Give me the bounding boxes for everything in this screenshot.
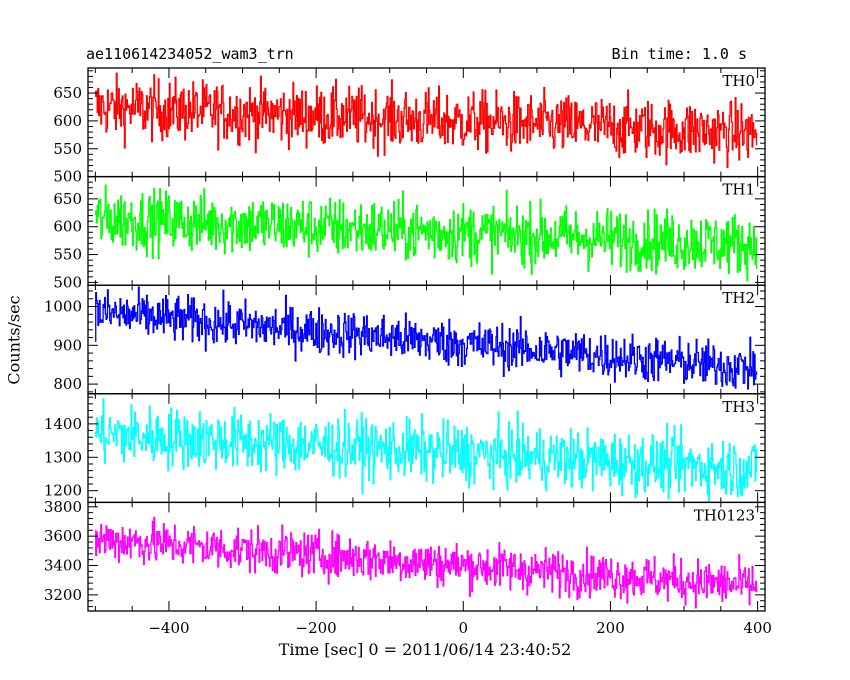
y-tick-label: 550 xyxy=(53,140,82,158)
panel-label-th0123: TH0123 xyxy=(694,506,755,524)
y-tick-label: 800 xyxy=(53,375,82,393)
x-tick-label: −200 xyxy=(296,619,337,637)
y-tick-label: 3800 xyxy=(44,498,82,516)
panel-label-th1: TH1 xyxy=(722,181,755,199)
x-axis-label: Time [sec] 0 = 2011/06/14 23:40:52 xyxy=(278,640,572,659)
y-tick-label: 650 xyxy=(53,84,82,102)
y-tick-label: 550 xyxy=(53,246,82,264)
y-tick-label: 3600 xyxy=(44,527,82,545)
x-tick-label: 200 xyxy=(596,619,625,637)
x-tick-label: −400 xyxy=(148,619,189,637)
y-tick-label: 600 xyxy=(53,112,82,130)
series-line-th1 xyxy=(94,184,758,282)
panel-label-th3: TH3 xyxy=(722,398,755,416)
y-tick-label: 500 xyxy=(53,168,82,186)
y-tick-label: 3400 xyxy=(44,557,82,575)
y-tick-label: 1200 xyxy=(44,482,82,500)
y-tick-label: 1400 xyxy=(44,415,82,433)
y-tick-label: 500 xyxy=(53,273,82,291)
panel-label-th0: TH0 xyxy=(722,72,755,90)
series-line-th0 xyxy=(94,72,758,168)
panel-label-th2: TH2 xyxy=(722,289,755,307)
series-line-th0123 xyxy=(94,516,758,609)
series-line-th3 xyxy=(94,398,758,503)
y-tick-label: 1000 xyxy=(44,298,82,316)
y-tick-label: 3200 xyxy=(44,586,82,604)
series-line-th2 xyxy=(94,286,758,390)
x-tick-label: 0 xyxy=(459,619,469,637)
y-tick-label: 650 xyxy=(53,190,82,208)
y-tick-label: 1300 xyxy=(44,448,82,466)
y-axis-label: Counts/sec xyxy=(4,295,24,385)
x-tick-label: 400 xyxy=(743,619,772,637)
bin-time-label: Bin time: 1.0 s xyxy=(611,45,747,63)
chart-title: ae110614234052_wam3_trn xyxy=(86,45,294,63)
y-tick-label: 600 xyxy=(53,218,82,236)
y-tick-label: 900 xyxy=(53,336,82,354)
